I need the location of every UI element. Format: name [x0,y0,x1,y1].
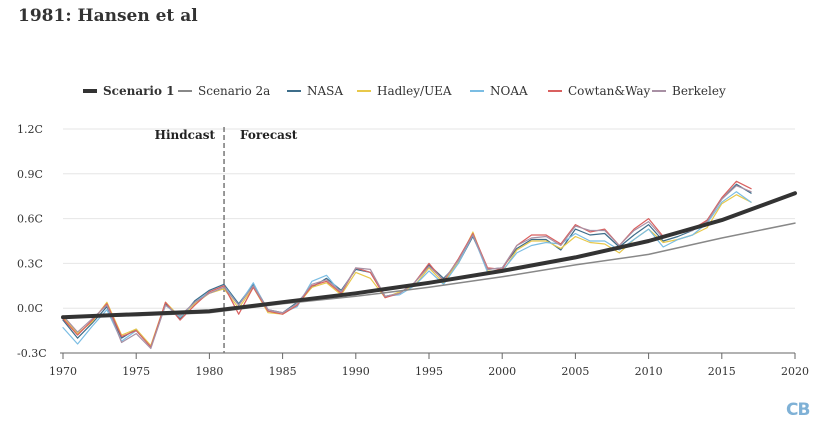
x-tick-label: 1985 [269,365,297,378]
x-tick-label: 1980 [195,365,223,378]
legend-label-nasa: NASA [307,84,343,98]
series-line-scenario-1 [61,191,797,320]
y-tick-label: 0.0C [17,302,43,315]
chart-title: 1981: Hansen et al [18,6,198,26]
x-tick-label: 2015 [708,365,736,378]
x-tick-label: 2005 [561,365,589,378]
y-tick-label: 0.3C [17,257,43,270]
series-line-hadley-uea [62,194,752,347]
forecast-label: Forecast [240,128,298,142]
series-line-nasa [62,183,752,348]
legend-label-cowtan-way: Cowtan&Way [568,84,651,98]
y-tick-label: -0.3C [17,347,47,360]
y-tick-label: 1.2C [17,123,43,136]
x-tick-label: 2020 [781,365,809,378]
legend-label-scenario-1: Scenario 1 [103,84,175,98]
x-tick-label: 2010 [635,365,663,378]
series-lines [61,180,797,350]
axes: -0.3C 0.0C 0.3C 0.6C 0.9C 1.2C 1970 1975 1980 198… [17,123,809,378]
series-line-cowtan-way [62,180,752,348]
y-tick-label: 0.9C [17,168,43,181]
legend-label-hadley-uea: Hadley/UEA [377,84,452,98]
legend: Scenario 1 Scenario 2a NASA Hadley/UEA NOAA C… [83,84,726,98]
x-tick-label: 1970 [49,365,77,378]
x-tick-label: 2000 [488,365,516,378]
x-tick-label: 1990 [342,365,370,378]
grid [63,128,795,354]
legend-label-noaa: NOAA [490,84,528,98]
legend-label-berkeley: Berkeley [672,84,726,98]
series-line-noaa [62,191,752,348]
carbonbrief-logo: CB [786,400,810,420]
hindcast-label: Hindcast [155,128,216,142]
series-line-berkeley [62,185,752,350]
x-tick-label: 1975 [122,365,150,378]
legend-label-scenario-2a: Scenario 2a [198,84,270,98]
y-tick-label: 0.6C [17,213,43,226]
annotations: Hindcast Forecast [155,127,298,353]
x-tick-label: 1995 [415,365,443,378]
